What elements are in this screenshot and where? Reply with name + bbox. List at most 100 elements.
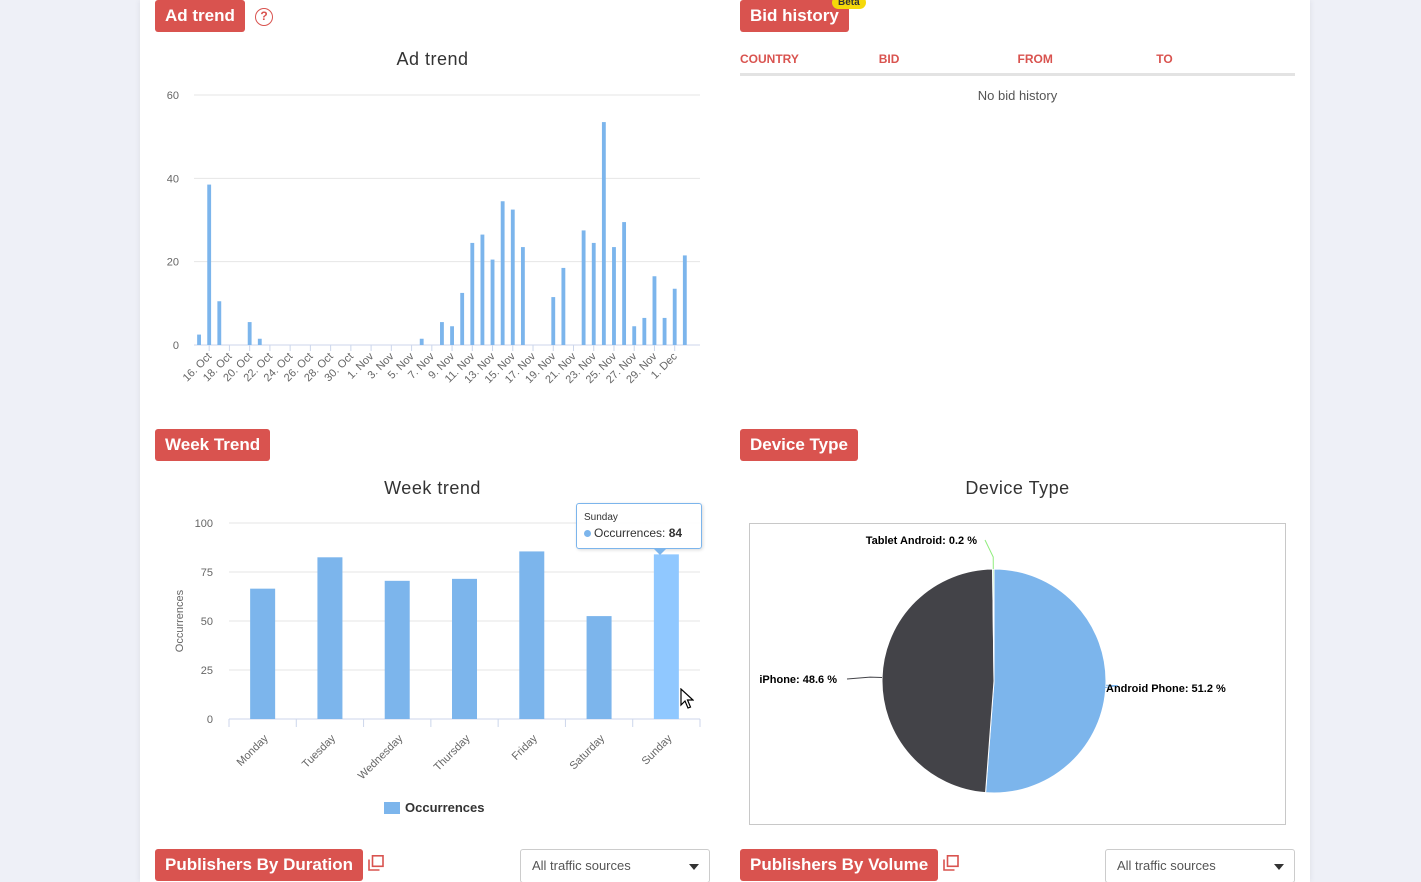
ad-trend-bar xyxy=(470,242,475,345)
device-type-chart-title: Device Type xyxy=(965,478,1070,498)
week-trend-bar xyxy=(653,554,679,719)
chevron-down-icon xyxy=(1274,864,1284,870)
ad-trend-bar xyxy=(581,230,586,345)
help-icon[interactable]: ? xyxy=(255,8,273,26)
y-tick-label: 0 xyxy=(207,714,213,726)
week-trend-bar xyxy=(452,578,477,719)
ad-trend-tag: Ad trend xyxy=(155,0,245,32)
bid-history-tag: Bid history xyxy=(740,0,849,32)
week-trend-tag: Week Trend xyxy=(155,429,271,461)
column-header-to[interactable]: TO xyxy=(1156,52,1173,66)
y-tick-label: 20 xyxy=(167,257,179,269)
ad-trend-bar xyxy=(601,122,606,345)
week-trend-bar xyxy=(384,580,410,719)
pie-slice-android-phone xyxy=(985,568,1107,794)
ad-trend-bar xyxy=(257,338,262,345)
pie-slice-iphone xyxy=(881,568,995,794)
ad-trend-bar xyxy=(419,338,424,345)
ad-trend-bar xyxy=(632,326,637,345)
ad-trend-bar xyxy=(662,317,667,345)
column-header-from[interactable]: FROM xyxy=(1017,52,1053,66)
tooltip-value: 84 xyxy=(668,526,683,540)
y-tick-label: 25 xyxy=(201,665,213,677)
copy-icon[interactable] xyxy=(943,855,959,871)
week-trend-chart-title: Week trend xyxy=(384,478,481,498)
ad-trend-bar xyxy=(612,247,616,345)
y-tick-label: 60 xyxy=(167,90,179,102)
tooltip-series-dot xyxy=(584,530,591,537)
bid-empty-message: No bid history xyxy=(977,88,1058,103)
ad-trend-bar xyxy=(622,222,627,345)
week-trend-bar xyxy=(317,557,343,719)
column-header-country[interactable]: COUNTRY xyxy=(740,52,799,66)
y-axis-title: Occurrences xyxy=(174,589,186,652)
x-tick-label: Monday xyxy=(235,732,272,769)
pie-data-label: Android Phone: 51.2 % xyxy=(1106,683,1226,695)
legend-marker xyxy=(384,802,400,814)
device-type-chart-frame xyxy=(749,523,1286,825)
ad-trend-bar xyxy=(450,326,454,345)
ad-trend-bar xyxy=(591,242,596,345)
duration-select-value: All traffic sources xyxy=(532,858,631,873)
device-type-tag: Device Type xyxy=(740,429,858,461)
x-tick-label: Saturday xyxy=(568,732,608,772)
y-tick-label: 75 xyxy=(201,567,213,579)
duration-traffic-source-select[interactable]: All traffic sources xyxy=(520,849,710,882)
tooltip-line: Occurrences: 84 xyxy=(584,526,694,540)
bid-history-table: COUNTRY BID FROM TO No bid history xyxy=(740,48,1295,103)
ad-trend-bar xyxy=(520,247,525,345)
x-tick-label: Tuesday xyxy=(300,732,338,770)
ad-trend-bar xyxy=(207,184,212,345)
chevron-down-icon xyxy=(689,864,699,870)
ad-trend-bar xyxy=(682,255,687,345)
ad-trend-chart-title: Ad trend xyxy=(396,49,469,69)
ad-trend-bar xyxy=(642,317,647,345)
tooltip-pointer xyxy=(653,548,667,555)
content-panel xyxy=(140,0,1310,882)
x-tick-label: Friday xyxy=(510,732,540,762)
y-tick-label: 0 xyxy=(173,340,179,352)
ad-trend-bar xyxy=(500,201,505,345)
ad-trend-bar xyxy=(460,292,465,345)
legend-label: Occurrences xyxy=(405,800,485,815)
x-tick-label: Thursday xyxy=(432,732,473,773)
beta-badge: Beta xyxy=(832,0,866,9)
pie-data-label: Tablet Android: 0.2 % xyxy=(866,535,977,547)
tooltip-day: Sunday xyxy=(584,512,618,523)
publishers-by-duration-tag: Publishers By Duration xyxy=(155,849,363,881)
pie-connector xyxy=(984,539,994,570)
week-tooltip: Sunday Occurrences: 84 xyxy=(576,503,702,549)
ad-trend-bar xyxy=(217,301,222,345)
x-tick-label: Sunday xyxy=(640,732,675,767)
bid-table-header: COUNTRY BID FROM TO xyxy=(740,48,1295,76)
ad-trend-bar xyxy=(480,234,485,345)
week-trend-bar xyxy=(250,588,276,719)
pie-data-label: iPhone: 48.6 % xyxy=(759,674,837,686)
pie-connector xyxy=(846,676,883,680)
pie-connector xyxy=(1101,684,1118,689)
week-trend-bar xyxy=(586,616,612,719)
volume-traffic-source-select[interactable]: All traffic sources xyxy=(1105,849,1295,882)
volume-select-value: All traffic sources xyxy=(1117,858,1216,873)
ad-trend-bar xyxy=(440,322,444,345)
ad-trend-bar xyxy=(197,334,201,345)
tooltip-series-name: Occurrences: xyxy=(594,526,666,540)
mouse-cursor-icon xyxy=(680,688,694,709)
ad-trend-bar xyxy=(490,259,495,345)
ad-trend-bar xyxy=(672,288,677,345)
y-tick-label: 40 xyxy=(167,173,179,185)
x-tick-label: Wednesday xyxy=(356,732,406,782)
ad-trend-bar xyxy=(510,209,515,345)
y-tick-label: 100 xyxy=(195,518,213,530)
ad-trend-bar xyxy=(561,267,566,345)
column-header-bid[interactable]: BID xyxy=(878,52,900,66)
week-trend-bar xyxy=(519,551,545,719)
ad-trend-bar xyxy=(551,297,556,345)
ad-trend-bar xyxy=(247,322,252,345)
device-type-pie-chart: Android Phone: 51.2 % iPhone: 48.6 % Table… xyxy=(759,535,1226,794)
publishers-by-volume-tag: Publishers By Volume xyxy=(740,849,939,881)
week-trend-chart: 0 25 50 75 100 Occurrences Monday Tuesday Wednes… xyxy=(174,518,701,815)
ad-trend-bar xyxy=(652,276,657,345)
copy-icon[interactable] xyxy=(368,855,384,871)
